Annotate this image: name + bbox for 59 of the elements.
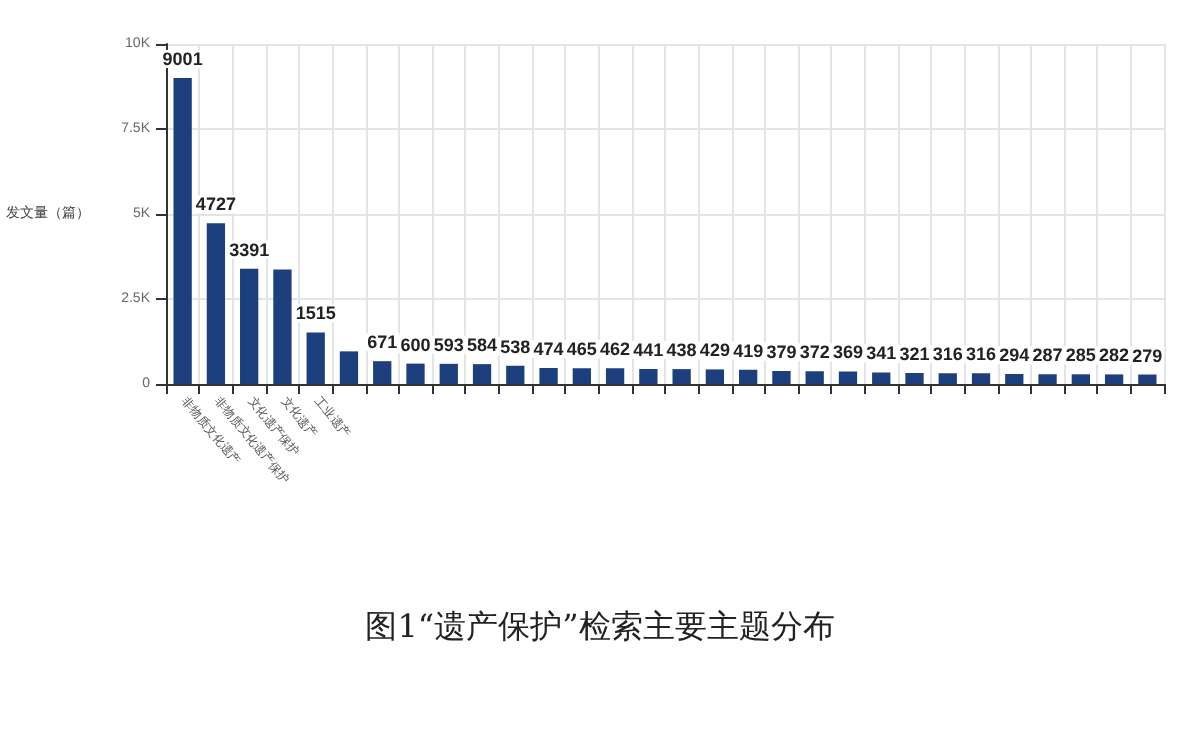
data-label: 429 [699,340,730,361]
data-label: 538 [500,336,531,357]
bar [705,369,725,384]
data-label: 279 [1132,345,1163,366]
data-label: 3391 [229,239,270,260]
data-label: 593 [433,334,464,355]
bar [938,373,957,384]
data-label: 282 [1099,345,1130,366]
data-label: 462 [600,339,631,360]
data-label: 1515 [295,303,336,324]
data-label: 419 [733,340,764,361]
bar [1138,374,1157,384]
bar [739,369,758,384]
bar [406,363,425,384]
data-label: 294 [999,345,1030,365]
bar [1005,374,1024,384]
data-label: 600 [400,334,431,355]
bar [905,373,924,384]
data-label: 321 [899,344,930,365]
bar [1038,374,1057,384]
data-label: 379 [766,342,797,363]
data-label: 441 [633,340,664,361]
bar [339,351,359,384]
bar [506,365,525,384]
bar [1104,374,1124,384]
bar [639,369,658,384]
bar [439,363,458,384]
data-label: 671 [367,332,398,353]
data-label: 4727 [195,194,236,215]
data-label: 369 [832,342,863,363]
bar [672,369,691,384]
bar [472,364,492,384]
bar [872,372,891,384]
bar [838,371,858,384]
text: 图1“遗产保护”检索主要主题分布 [365,607,835,645]
data-label: 372 [799,342,830,363]
data-label: 9001 [162,48,203,69]
bar [805,371,824,384]
data-label: 474 [533,338,564,359]
bar [173,77,192,384]
bar [572,368,591,384]
bar [373,361,392,384]
bar [772,371,791,384]
bar [605,368,625,384]
bar [206,223,226,384]
data-label: 465 [566,339,597,360]
data-label: 285 [1065,345,1096,366]
bar [539,367,558,384]
data-label: 287 [1032,345,1063,366]
bar [1071,374,1090,384]
data-label: 341 [866,343,897,364]
data-label: 316 [966,344,997,365]
data-label: 316 [932,344,963,365]
bar [306,332,325,384]
bar [971,373,991,384]
bar [273,269,292,384]
bar [240,268,259,384]
data-label: 438 [666,340,697,361]
data-label: 584 [467,335,498,356]
